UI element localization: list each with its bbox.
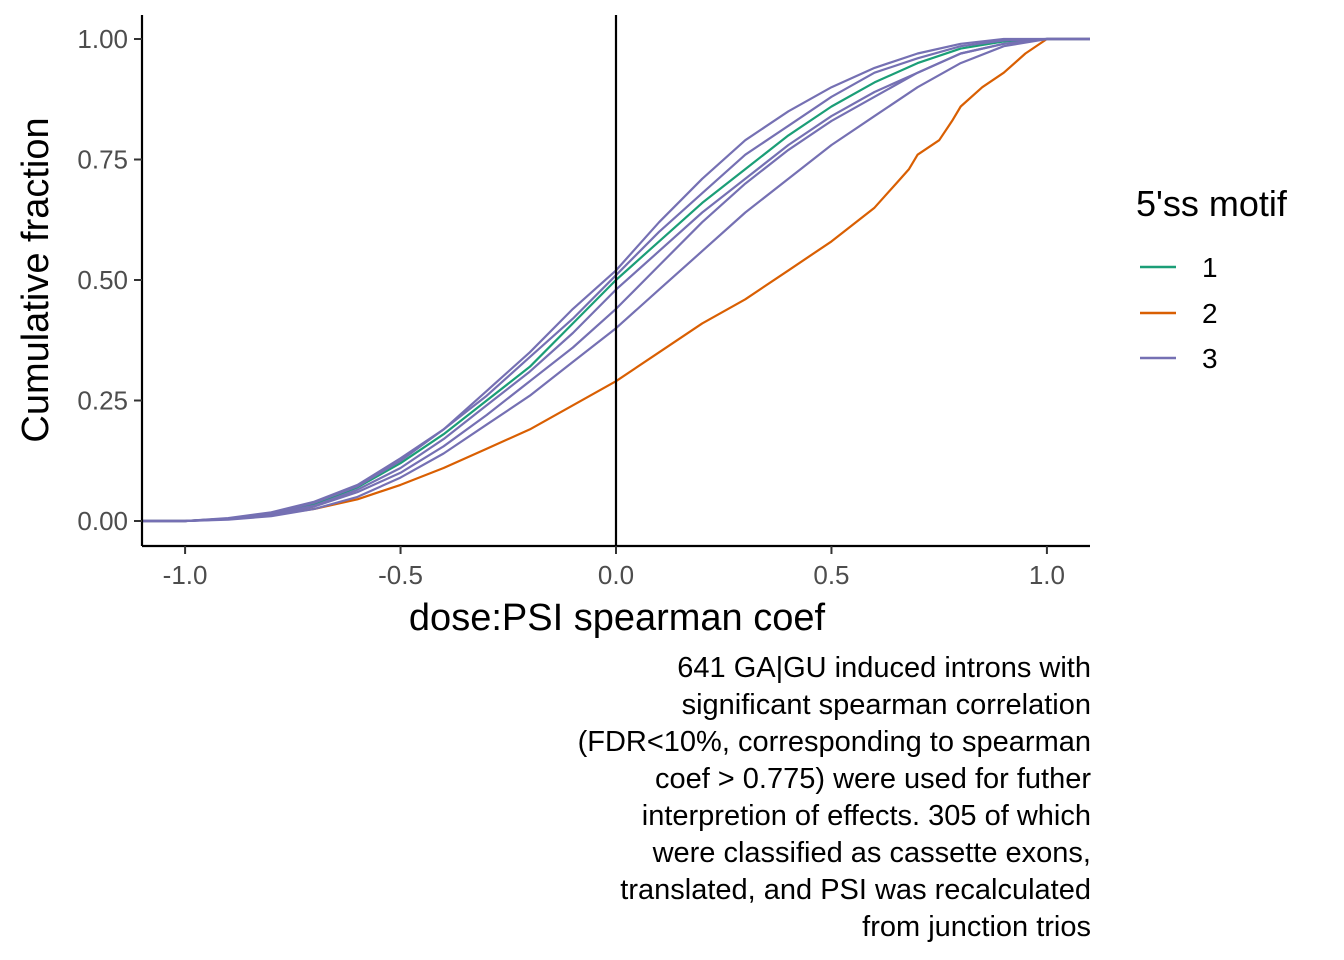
x-axis-title: dose:PSI spearman coef (409, 597, 826, 639)
x-tick-label: 1.0 (1029, 560, 1065, 590)
x-tick-label: 0.0 (598, 560, 634, 590)
x-tick-label: -1.0 (163, 560, 208, 590)
caption-line: (FDR<10%, corresponding to spearman (578, 726, 1091, 758)
caption-line: translated, and PSI was recalculated (620, 874, 1091, 906)
legend-title: 5'ss motif (1136, 183, 1288, 224)
caption-line: coef > 0.775) were used for futher (655, 763, 1091, 795)
x-tick-label: 0.5 (813, 560, 849, 590)
caption-line: were classified as cassette exons, (652, 837, 1091, 869)
x-tick-label: -0.5 (378, 560, 423, 590)
caption-line: from junction trios (862, 911, 1091, 943)
caption-line: interpretion of effects. 305 of which (642, 800, 1091, 832)
y-tick-label: 0.25 (77, 386, 128, 416)
caption-line: significant spearman correlation (682, 689, 1091, 721)
y-axis-title: Cumulative fraction (15, 117, 57, 442)
y-tick-label: 1.00 (77, 24, 128, 54)
legend: 5'ss motif 1 2 3 (1136, 183, 1288, 374)
series-line-2 (142, 37, 1090, 523)
legend-label-2: 2 (1202, 298, 1218, 329)
y-tick-label: 0.00 (77, 506, 128, 536)
y-tick-label: 0.75 (77, 145, 128, 175)
axes: -1.0 -0.5 0.0 0.5 1.0 0.00 0.25 0.50 0.75 1.00 (77, 15, 1090, 590)
legend-label-3: 3 (1202, 343, 1218, 374)
caption-line: 641 GA|GU induced introns with (677, 652, 1091, 684)
caption: 641 GA|GU induced introns with significa… (578, 652, 1092, 943)
legend-label-1: 1 (1202, 252, 1218, 283)
y-tick-label: 0.50 (77, 265, 128, 295)
